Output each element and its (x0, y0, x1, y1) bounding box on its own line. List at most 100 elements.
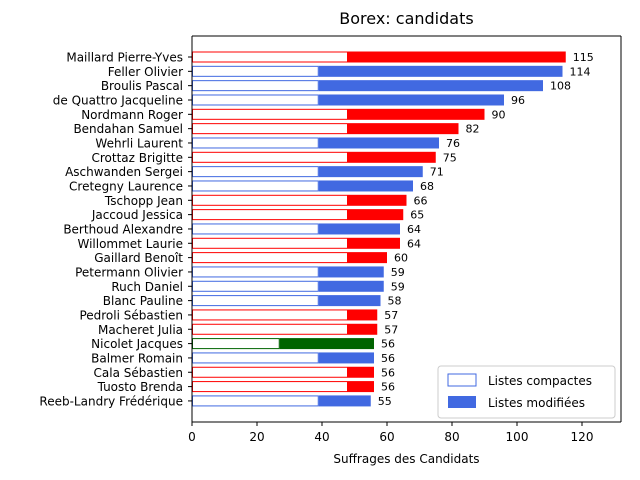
value-label: 82 (466, 123, 480, 136)
x-tick-label: 40 (314, 430, 329, 444)
value-label: 96 (511, 94, 525, 107)
bar-compactes (192, 323, 348, 335)
value-label: 68 (420, 180, 434, 193)
x-tick-label: 60 (379, 430, 394, 444)
bar-modifiees (318, 65, 563, 77)
value-label: 75 (443, 151, 457, 164)
value-label: 60 (394, 252, 408, 265)
legend-label-compactes: Listes compactes (488, 374, 592, 388)
value-label: 59 (391, 266, 405, 279)
bar-compactes (192, 209, 348, 221)
bar-modifiees (348, 108, 485, 120)
candidate-label: Willommet Laurie (77, 237, 183, 251)
bar-compactes (192, 252, 348, 264)
value-label: 90 (492, 108, 506, 121)
bar-compactes (192, 395, 319, 407)
legend-frame (437, 365, 616, 419)
legend-swatch-compactes (447, 373, 477, 387)
bar-compactes (192, 194, 348, 206)
candidate-label: Bendahan Samuel (73, 122, 183, 136)
value-label: 56 (381, 352, 395, 365)
candidate-label: de Quattro Jacqueline (53, 93, 183, 107)
bar-compactes (192, 123, 348, 135)
x-tick-label: 20 (249, 430, 264, 444)
bar-modifiees (348, 366, 374, 378)
candidate-label: Feller Olivier (108, 65, 183, 79)
bar-compactes (192, 295, 319, 307)
candidate-label: Nicolet Jacques (91, 337, 183, 351)
x-axis-label: Suffrages des Candidats (333, 452, 479, 466)
candidate-label: Broulis Pascal (101, 79, 183, 93)
bar-modifiees (348, 123, 459, 135)
bar-modifiees (348, 151, 436, 163)
bar-compactes (192, 51, 348, 63)
value-label: 58 (388, 295, 402, 308)
candidate-label: Jaccoud Jessica (91, 208, 183, 222)
bar-compactes (192, 108, 348, 120)
x-tick-label: 80 (444, 430, 459, 444)
value-label: 65 (410, 209, 424, 222)
value-label: 76 (446, 137, 460, 150)
bar-compactes (192, 352, 319, 364)
x-tick-label: 0 (188, 430, 196, 444)
bar-modifiees (318, 295, 381, 307)
bar-modifiees (348, 381, 374, 393)
x-tick-label: 120 (571, 430, 594, 444)
bar-modifiees (348, 209, 404, 221)
bar-modifiees (348, 237, 400, 249)
bar-compactes (192, 180, 319, 192)
bar-compactes (192, 266, 319, 278)
candidate-label: Ruch Daniel (111, 280, 183, 294)
candidate-label: Wehrli Laurent (95, 136, 183, 150)
bar-modifiees (318, 266, 384, 278)
value-label: 57 (384, 323, 398, 336)
bar-modifiees (318, 94, 504, 106)
value-label: 71 (430, 166, 444, 179)
value-label: 64 (407, 223, 421, 236)
value-label: 59 (391, 280, 405, 293)
candidate-label: Balmer Romain (91, 351, 183, 365)
legend-label-modifiees: Listes modifiées (488, 396, 585, 410)
bar-compactes (192, 65, 319, 77)
bar-modifiees (318, 223, 400, 235)
candidate-label: Crottaz Brigitte (91, 151, 183, 165)
bar-modifiees (318, 352, 374, 364)
value-label: 64 (407, 237, 421, 250)
candidate-label: Nordmann Roger (81, 108, 183, 122)
candidate-label: Cretegny Laurence (69, 179, 183, 193)
candidate-label: Pedroli Sébastien (79, 308, 183, 322)
value-labels: 1151141089690827675716866656464605959585… (378, 51, 594, 408)
bar-compactes (192, 80, 319, 92)
bar-modifiees (318, 395, 371, 407)
value-label: 115 (573, 51, 594, 64)
candidate-label: Tschopp Jean (104, 194, 183, 208)
bar-compactes (192, 151, 348, 163)
value-label: 114 (570, 65, 591, 78)
candidate-label: Reeb-Landry Frédérique (39, 394, 183, 408)
bar-compactes (192, 381, 348, 393)
candidate-label: Maillard Pierre-Yves (66, 51, 183, 65)
bar-compactes (192, 237, 348, 249)
bar-modifiees (348, 194, 407, 206)
bars-layer (192, 51, 566, 407)
value-label: 56 (381, 381, 395, 394)
bar-modifiees (279, 338, 374, 350)
bar-modifiees (348, 323, 378, 335)
bar-compactes (192, 223, 319, 235)
bar-compactes (192, 366, 348, 378)
candidate-label: Berthoud Alexandre (63, 222, 183, 236)
candidate-label: Blanc Pauline (103, 294, 183, 308)
value-label: 66 (414, 194, 428, 207)
bar-modifiees (348, 252, 387, 264)
candidate-label: Cala Sébastien (94, 366, 183, 380)
bar-modifiees (318, 80, 543, 92)
legend: Listes compactes Listes modifiées (437, 365, 616, 419)
bar-modifiees (348, 309, 378, 321)
bar-modifiees (318, 137, 439, 149)
candidate-label: Gaillard Benoît (94, 251, 183, 265)
axes (188, 35, 622, 423)
value-label: 56 (381, 338, 395, 351)
legend-swatch-modifiees (448, 396, 476, 408)
value-label: 55 (378, 395, 392, 408)
